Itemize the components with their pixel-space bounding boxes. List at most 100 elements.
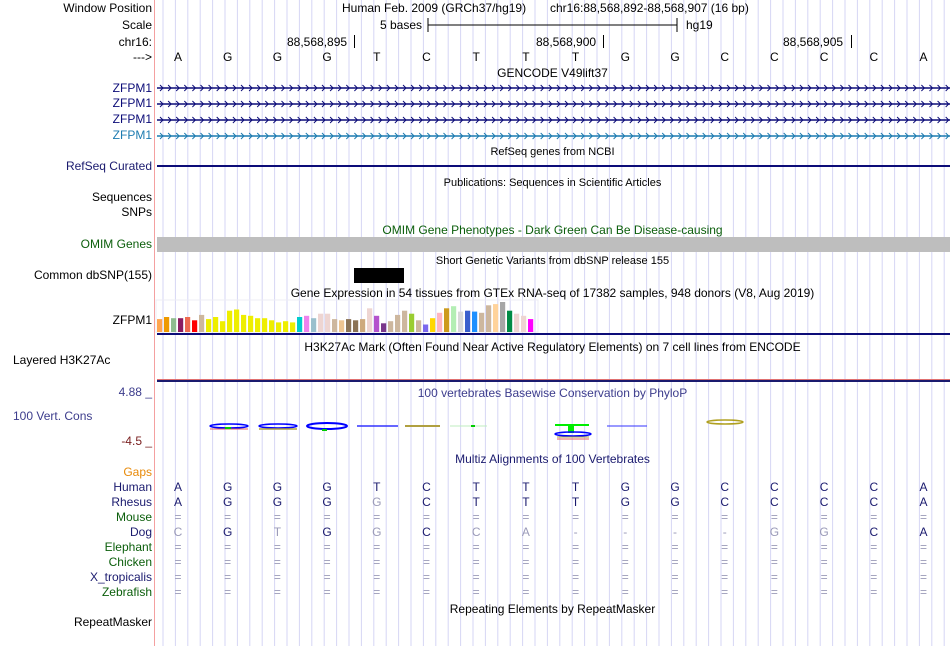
omim-gene-bar[interactable] bbox=[157, 237, 950, 252]
strand-chevron-icon bbox=[524, 116, 529, 124]
publications-sequences-label[interactable]: Sequences bbox=[91, 190, 152, 204]
strand-chevron-icon bbox=[621, 100, 626, 108]
refseq-curated-label[interactable]: RefSeq Curated bbox=[65, 159, 152, 173]
strand-chevron-icon bbox=[418, 100, 423, 108]
strand-chevron-icon bbox=[694, 132, 699, 140]
track-image-panel[interactable]: Human Feb. 2009 (GRCh37/hg19) chr16:88,5… bbox=[155, 0, 950, 646]
strand-chevron-icon bbox=[929, 132, 934, 140]
scale-label: Scale bbox=[121, 18, 152, 32]
strand-chevron-icon bbox=[435, 116, 440, 124]
gene-label[interactable]: ZFPM1 bbox=[112, 112, 152, 126]
strand-chevron-icon bbox=[896, 100, 901, 108]
phylop-track-label[interactable]: 100 Vert. Cons bbox=[13, 409, 93, 423]
alignment-base: G bbox=[322, 525, 332, 539]
strand-chevron-icon bbox=[556, 116, 561, 124]
strand-chevron-icon bbox=[564, 100, 569, 108]
species-label: Chicken bbox=[108, 555, 152, 569]
strand-chevron-icon bbox=[264, 100, 270, 108]
strand-chevron-icon bbox=[459, 132, 464, 140]
strand-chevron-icon bbox=[264, 116, 270, 124]
refseq-track-title: RefSeq genes from NCBI bbox=[490, 146, 615, 158]
ruler-base: C bbox=[869, 50, 879, 64]
strand-chevron-icon bbox=[912, 132, 918, 140]
chrom-label: chr16: bbox=[118, 35, 152, 49]
omim-track-title: OMIM Gene Phenotypes - Dark Green Can Be… bbox=[382, 223, 723, 237]
gene-label[interactable]: ZFPM1 bbox=[112, 128, 152, 142]
strand-chevron-icon bbox=[483, 116, 488, 124]
alignment-base: = bbox=[323, 555, 331, 569]
strand-chevron-icon bbox=[410, 116, 415, 124]
gencode-gene-models[interactable] bbox=[155, 80, 950, 144]
layered-h3k27ac-label[interactable]: Layered H3K27Ac bbox=[13, 353, 111, 367]
publications-snps-label[interactable]: SNPs bbox=[121, 205, 152, 219]
gtex-tissue-bar bbox=[395, 314, 401, 332]
strand-chevron-icon bbox=[491, 116, 496, 124]
strand-chevron-icon bbox=[888, 100, 893, 108]
h3k27ac-signal[interactable] bbox=[157, 380, 950, 382]
alignment-base: C bbox=[720, 495, 730, 509]
strand-chevron-icon bbox=[572, 116, 577, 124]
common-dbsnp-label[interactable]: Common dbSNP(155) bbox=[33, 268, 152, 282]
strand-chevron-icon bbox=[524, 132, 529, 140]
strand-chevron-icon bbox=[856, 100, 861, 108]
alignment-base: = bbox=[273, 570, 281, 584]
alignment-base: G bbox=[372, 495, 382, 509]
strand-chevron-icon bbox=[702, 100, 707, 108]
gtex-tissue-bar bbox=[318, 313, 324, 332]
alignment-base: C bbox=[770, 480, 779, 494]
gene-label[interactable]: ZFPM1 bbox=[112, 96, 152, 110]
strand-chevron-icon bbox=[337, 100, 342, 108]
strand-chevron-icon bbox=[686, 116, 691, 124]
gtex-tissue-bar bbox=[304, 315, 310, 332]
strand-chevron-icon bbox=[475, 100, 480, 108]
strand-chevron-icon bbox=[775, 116, 780, 124]
gtex-tissue-bar bbox=[325, 313, 331, 332]
strand-chevron-icon bbox=[718, 100, 723, 108]
strand-chevron-icon bbox=[435, 84, 440, 92]
base-grid bbox=[162, 0, 945, 646]
strand-chevron-icon bbox=[548, 116, 553, 124]
repeatmasker-label[interactable]: RepeatMasker bbox=[73, 615, 152, 629]
gtex-tissue-bar bbox=[178, 318, 184, 332]
gtex-tissue-bar bbox=[360, 319, 366, 332]
strand-chevron-icon bbox=[904, 116, 909, 124]
strand-chevron-icon bbox=[499, 100, 504, 108]
strand-chevron-icon bbox=[167, 84, 172, 92]
strand-chevron-icon bbox=[216, 116, 221, 124]
strand-chevron-icon bbox=[840, 116, 845, 124]
strand-chevron-icon bbox=[232, 84, 237, 92]
gtex-tissue-bar bbox=[451, 306, 457, 332]
gtex-gene-label[interactable]: ZFPM1 bbox=[112, 313, 152, 327]
gene-label[interactable]: ZFPM1 bbox=[112, 81, 152, 95]
strand-chevron-icon bbox=[451, 84, 456, 92]
gencode-track-title: GENCODE V49lift37 bbox=[497, 66, 608, 80]
strand-chevron-icon bbox=[264, 132, 270, 140]
dbsnp-variant[interactable] bbox=[354, 268, 404, 283]
strand-chevron-icon bbox=[499, 132, 504, 140]
strand-chevron-icon bbox=[580, 84, 585, 92]
strand-chevron-icon bbox=[386, 116, 391, 124]
strand-chevron-icon bbox=[208, 84, 213, 92]
gtex-bar-chart[interactable] bbox=[155, 299, 950, 337]
alignment-base: = bbox=[422, 555, 430, 569]
alignment-base: C bbox=[819, 495, 829, 509]
strand-chevron-icon bbox=[232, 132, 237, 140]
alignment-base: = bbox=[820, 540, 828, 554]
strand-chevron-icon bbox=[183, 100, 189, 108]
strand-chevron-icon bbox=[872, 132, 877, 140]
phylop-signal[interactable] bbox=[155, 412, 950, 442]
strand-chevron-icon bbox=[945, 116, 950, 124]
strand-chevron-icon bbox=[904, 132, 909, 140]
strand-chevron-icon bbox=[791, 100, 796, 108]
strand-chevron-icon bbox=[791, 132, 796, 140]
strand-chevron-icon bbox=[224, 116, 229, 124]
strand-chevron-icon bbox=[370, 84, 375, 92]
strand-chevron-icon bbox=[831, 100, 837, 108]
refseq-gene-line[interactable] bbox=[157, 165, 950, 167]
strand-chevron-icon bbox=[605, 132, 610, 140]
alignment-base: C bbox=[869, 525, 879, 539]
omim-genes-label[interactable]: OMIM Genes bbox=[80, 237, 152, 251]
alignment-base: = bbox=[770, 555, 778, 569]
strand-chevron-icon bbox=[159, 132, 164, 140]
strand-chevron-icon bbox=[629, 116, 634, 124]
